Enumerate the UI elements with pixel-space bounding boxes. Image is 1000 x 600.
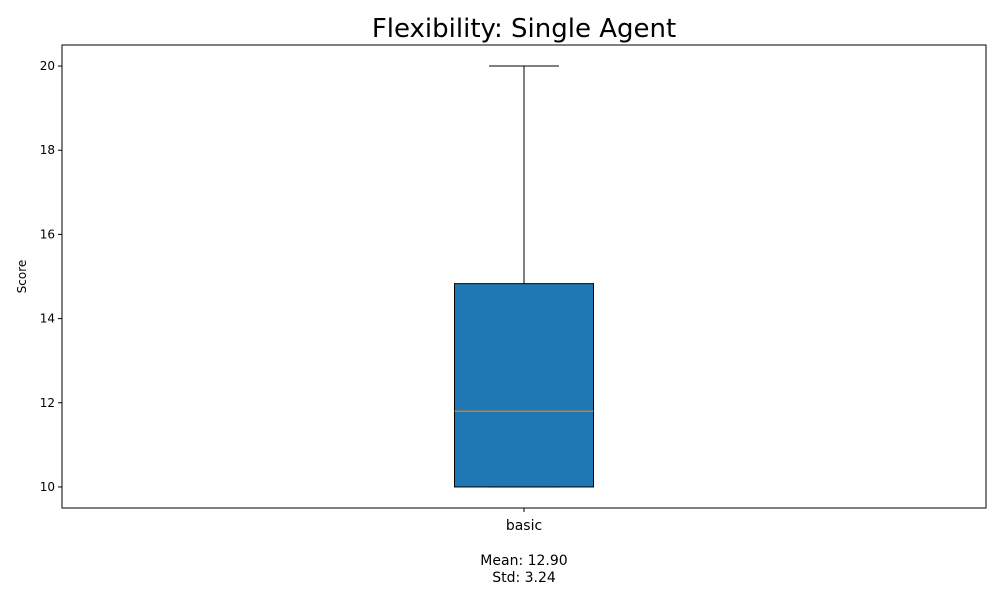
y-axis: 10 12 14 16 18 20 xyxy=(40,59,62,494)
mean-annotation: Mean: 12.90 xyxy=(480,553,567,569)
chart-title: Flexibility: Single Agent xyxy=(372,14,676,44)
std-annotation: Std: 3.24 xyxy=(492,570,556,586)
y-tick-label: 12 xyxy=(40,396,55,410)
y-tick-label: 18 xyxy=(40,143,55,157)
box-body xyxy=(454,283,594,488)
y-tick-label: 16 xyxy=(40,227,55,241)
y-tick-label: 20 xyxy=(40,59,55,73)
y-axis-label: Score xyxy=(15,260,29,294)
box-series xyxy=(454,65,594,488)
box-basic xyxy=(454,65,594,488)
x-tick-label: basic xyxy=(506,518,542,534)
y-tick-label: 10 xyxy=(40,480,55,494)
y-tick-label: 14 xyxy=(40,312,55,326)
